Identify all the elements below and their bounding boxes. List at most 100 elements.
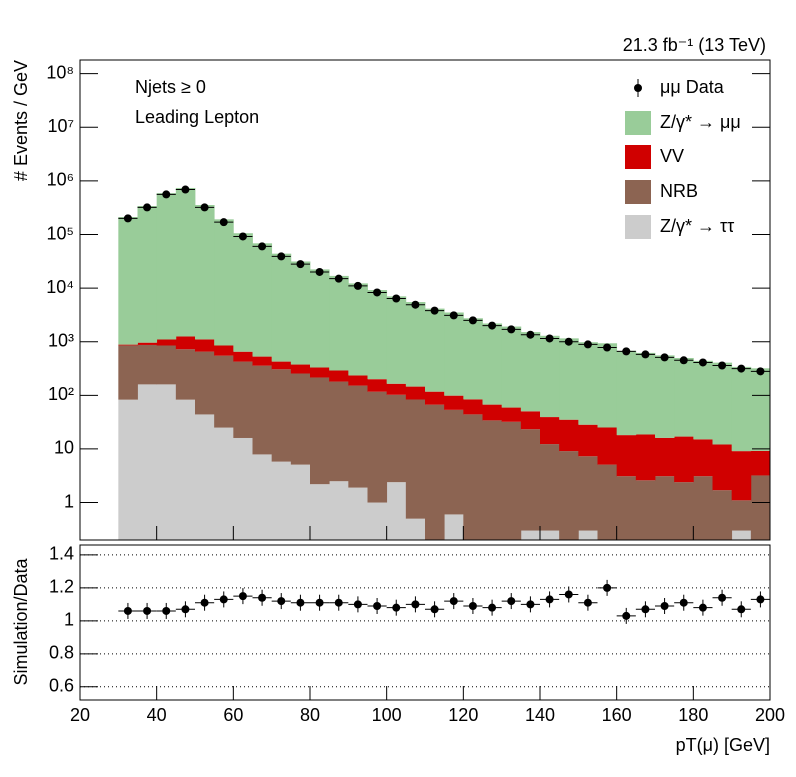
legend-swatch — [625, 215, 651, 239]
ratio-point — [622, 611, 631, 620]
hist-bar — [214, 427, 234, 540]
hist-bar — [616, 476, 637, 540]
hist-bar — [233, 437, 253, 540]
ratio-point — [123, 606, 132, 615]
ratio-point — [258, 593, 267, 602]
hist-bar — [501, 421, 522, 540]
hist-bar — [540, 530, 560, 540]
annotation: Leading Lepton — [135, 107, 259, 127]
hist-bar — [712, 490, 733, 540]
hist-bar — [329, 481, 349, 540]
x-tick-label: 140 — [525, 705, 555, 725]
hist-bar — [310, 367, 330, 378]
data-point — [162, 190, 171, 199]
ratio-point — [545, 595, 554, 604]
hist-bar — [214, 219, 234, 346]
hist-bar — [731, 366, 752, 452]
hist-bar — [540, 444, 560, 531]
y-tick-label: 1.4 — [49, 544, 74, 564]
hist-bar — [444, 312, 464, 396]
y-tick-label: 10² — [48, 384, 74, 404]
hist-bar — [175, 349, 196, 400]
legend-label: Z/γ* → ττ — [660, 216, 734, 236]
hist-bar — [559, 451, 579, 540]
hist-bar — [578, 342, 598, 425]
hist-bar — [482, 404, 503, 421]
hist-bar — [271, 361, 292, 370]
ratio-point — [468, 602, 477, 611]
hist-bar — [731, 500, 752, 531]
data-point — [411, 300, 420, 309]
hist-bar — [405, 518, 426, 540]
hist-bar — [635, 434, 656, 481]
y-tick-label: 0.8 — [49, 643, 74, 663]
hist-bar — [310, 377, 330, 485]
ratio-point — [603, 583, 612, 592]
hist-bar — [520, 332, 541, 412]
hist-bar — [195, 414, 215, 540]
data-point — [488, 321, 497, 330]
hist-bar — [156, 339, 177, 346]
ratio-point — [679, 598, 688, 607]
data-point — [143, 203, 152, 212]
hist-bar — [175, 336, 196, 350]
ratio-point — [143, 606, 152, 615]
y-axis-title: Simulation/Data — [11, 557, 31, 685]
hist-bar — [271, 369, 292, 462]
hist-bar — [290, 373, 311, 465]
hist-bar — [463, 414, 483, 540]
data-point — [756, 367, 765, 376]
ratio-point — [718, 593, 727, 602]
hist-bar — [597, 464, 618, 540]
legend-label: VV — [660, 146, 684, 166]
hist-bar — [329, 370, 349, 382]
hist-bar — [693, 360, 713, 440]
hist-bar — [674, 436, 694, 483]
y-tick-label: 1 — [64, 610, 74, 630]
hist-bar — [559, 338, 579, 420]
hist-bar — [118, 344, 138, 346]
data-point — [679, 356, 688, 365]
hist-bar — [425, 308, 445, 392]
legend-label: Z/γ* → μμ — [660, 112, 741, 132]
hist-bar — [252, 243, 273, 357]
hist-bar — [290, 261, 311, 365]
hist-bar — [578, 456, 598, 531]
hist-bar — [425, 404, 445, 540]
hist-bar — [137, 344, 158, 385]
hist-bar — [501, 326, 522, 408]
ratio-point — [200, 598, 209, 607]
ratio-point — [698, 603, 707, 612]
data-point — [392, 294, 401, 303]
data-point — [545, 334, 554, 343]
hist-bar — [233, 351, 253, 362]
ratio-point — [526, 600, 535, 609]
hist-bar — [578, 530, 598, 540]
hist-bar — [731, 451, 752, 501]
data-point — [698, 358, 707, 367]
x-tick-label: 120 — [448, 705, 478, 725]
hist-bar — [520, 411, 541, 430]
hist-bar — [367, 391, 388, 503]
data-point — [737, 364, 746, 373]
hist-bar — [559, 419, 579, 452]
data-point — [564, 337, 573, 346]
hist-bar — [386, 394, 407, 483]
ratio-point — [296, 598, 305, 607]
data-point — [583, 340, 592, 349]
y-tick-label: 10⁴ — [46, 277, 74, 297]
hist-bar — [386, 482, 407, 540]
hist-bar — [693, 439, 713, 477]
ratio-point — [315, 598, 324, 607]
legend-swatch — [625, 111, 651, 135]
hist-bar — [405, 302, 426, 387]
hist-bar — [118, 217, 138, 345]
x-axis-title: pT(μ) [GeV] — [676, 735, 770, 755]
hist-bar — [195, 351, 215, 415]
hist-bar — [616, 435, 637, 477]
hist-bar — [750, 368, 771, 451]
y-tick-label: 10³ — [48, 330, 74, 350]
legend-swatch — [625, 180, 651, 204]
hist-bar — [482, 323, 503, 405]
